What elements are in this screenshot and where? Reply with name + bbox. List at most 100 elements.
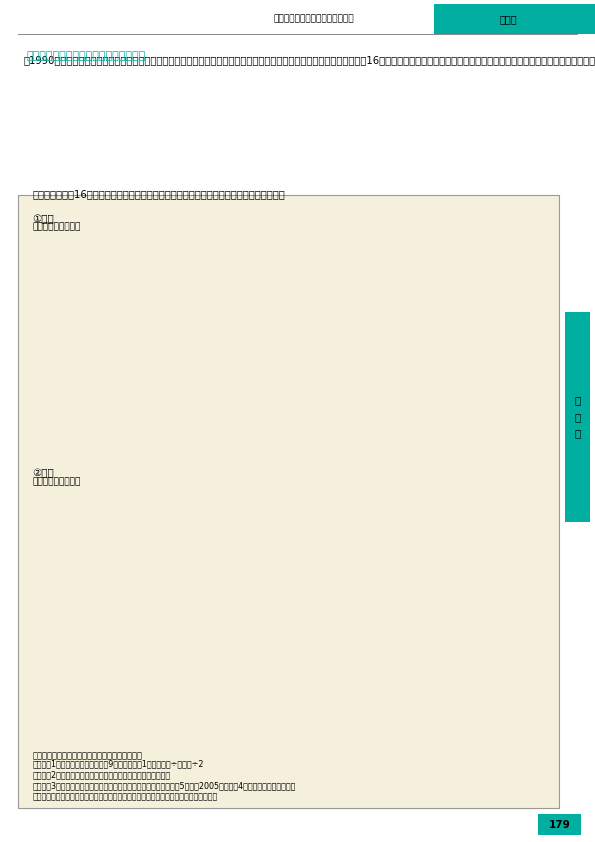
Bar	[497, 325, 502, 473]
Bar	[223, 360, 227, 473]
Bar	[186, 241, 190, 473]
Bar	[277, 335, 282, 473]
Bar	[299, 327, 305, 473]
Bar	[157, 613, 162, 745]
Bar	[289, 317, 294, 473]
Bar	[130, 308, 134, 473]
Text: 1995年～1999年平均: 1995年～1999年平均	[405, 535, 469, 544]
Bar	[536, 560, 541, 745]
Text: 資料出所　厚生労働省「賃金構造基本統計調査」: 資料出所 厚生労働省「賃金構造基本統計調査」	[33, 751, 143, 760]
Bar	[415, 355, 419, 473]
Bar	[437, 610, 441, 745]
Bar	[403, 655, 408, 745]
Bar	[356, 574, 361, 745]
Bar	[425, 354, 430, 473]
Bar	[255, 346, 260, 473]
Bar	[97, 303, 102, 473]
Text: 3）十分位分散係数については、年々の変動が大きいため、5年間（2005年以降は4年間）の平均値とし、前: 3）十分位分散係数については、年々の変動が大きいため、5年間（2005年以降は4…	[33, 781, 296, 791]
Bar	[322, 316, 327, 473]
Bar	[52, 322, 57, 473]
Bar	[536, 276, 541, 473]
Bar	[514, 562, 519, 745]
Bar	[393, 659, 397, 745]
Bar	[191, 268, 196, 473]
Bar	[130, 610, 134, 745]
Bar	[366, 592, 371, 745]
Text: （10～99人規模）: （10～99人規模）	[106, 495, 158, 504]
Bar	[497, 576, 502, 745]
Bar	[531, 542, 536, 745]
Bar	[80, 625, 85, 745]
Bar	[311, 314, 316, 473]
Bar	[541, 599, 546, 745]
Bar	[464, 589, 469, 745]
Bar	[531, 266, 536, 473]
Bar	[514, 293, 519, 473]
Bar	[174, 599, 178, 745]
Text: 第３－（２）－16図　標準労働者（同一企業への継続勤務者）の賃金格差（学歴別、男性）: 第３－（２）－16図 標準労働者（同一企業への継続勤務者）の賃金格差（学歴別、男…	[33, 189, 286, 200]
Bar	[295, 323, 299, 473]
Bar	[196, 293, 201, 473]
Bar	[491, 576, 497, 745]
Bar	[469, 584, 474, 745]
Bar	[186, 517, 190, 745]
Text: 第
２
節: 第 ２ 節	[575, 396, 581, 438]
Bar	[107, 614, 112, 745]
Bar	[311, 602, 316, 745]
Bar	[333, 581, 338, 745]
Bar	[509, 289, 513, 473]
Bar	[75, 303, 80, 473]
Bar	[228, 354, 233, 473]
Bar	[487, 571, 491, 745]
Bar	[283, 337, 287, 473]
Bar	[146, 573, 151, 745]
Bar	[317, 312, 321, 473]
Bar	[179, 601, 184, 745]
Bar	[250, 343, 255, 473]
Bar	[63, 340, 68, 473]
Bar	[261, 637, 265, 745]
Bar	[453, 613, 458, 745]
Bar	[107, 308, 112, 473]
Bar	[223, 662, 227, 745]
Bar	[146, 298, 151, 473]
Bar	[112, 618, 117, 745]
Bar	[430, 354, 436, 473]
Bar	[475, 586, 480, 745]
Bar	[408, 368, 413, 473]
Bar	[164, 564, 168, 745]
Bar	[317, 602, 321, 745]
Bar	[447, 608, 452, 745]
Bar	[464, 343, 469, 473]
Bar	[112, 312, 117, 473]
Bar	[267, 620, 272, 745]
Bar	[272, 622, 277, 745]
Bar	[134, 317, 140, 473]
Bar	[250, 633, 255, 745]
Bar	[141, 573, 146, 745]
Bar	[152, 303, 156, 473]
Bar	[503, 289, 508, 473]
Bar	[228, 660, 233, 745]
Bar	[425, 623, 430, 745]
Bar	[333, 280, 338, 473]
Bar	[168, 566, 174, 745]
Bar	[509, 560, 513, 745]
Bar	[289, 611, 294, 745]
Bar	[442, 339, 447, 473]
Bar	[191, 594, 196, 745]
Text: 1990年～1994年平均: 1990年～1994年平均	[405, 552, 469, 562]
Bar	[408, 655, 413, 745]
Bar	[90, 306, 95, 473]
Text: 2000年～2004年平均: 2000年～2004年平均	[65, 259, 129, 269]
Bar	[503, 533, 508, 745]
Bar	[519, 296, 524, 473]
Text: （十分位分散係数）: （十分位分散係数）	[33, 477, 81, 486]
Bar	[453, 343, 458, 473]
Bar	[371, 594, 376, 745]
Bar	[238, 357, 243, 473]
Bar	[305, 330, 309, 473]
Bar	[398, 658, 403, 745]
Bar	[85, 306, 90, 473]
Text: ②大卒: ②大卒	[33, 468, 55, 478]
